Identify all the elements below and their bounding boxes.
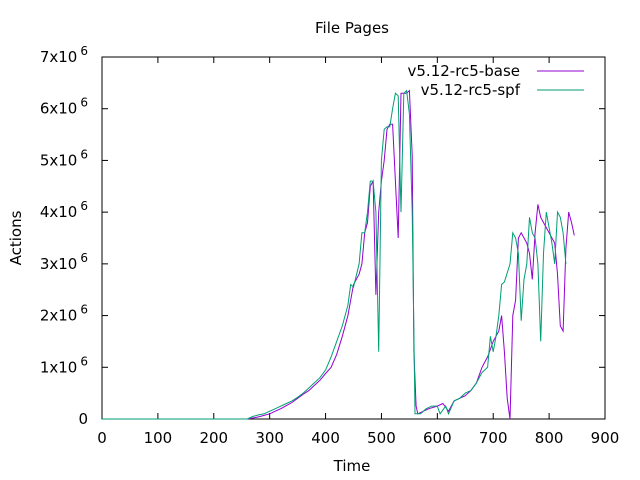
y-tick-mantissa: 6x10 — [40, 100, 78, 118]
y-tick-exponent: 6 — [80, 147, 88, 161]
y-tick-mantissa: 2x10 — [40, 307, 78, 325]
y-tick-mantissa: 7x10 — [40, 48, 78, 66]
y-tick-exponent: 6 — [80, 251, 88, 265]
y-tick-mantissa: 1x10 — [40, 358, 78, 376]
y-tick-label: 0 — [78, 410, 88, 428]
x-tick-label: 700 — [479, 429, 508, 447]
y-tick-label: 3x10 6 — [40, 251, 88, 273]
x-tick-label: 900 — [591, 429, 620, 447]
series-line-0 — [102, 89, 575, 420]
x-tick-label: 800 — [535, 429, 564, 447]
plot-frame — [101, 56, 606, 420]
x-tick-label: 300 — [255, 429, 284, 447]
x-tick-label: 600 — [423, 429, 452, 447]
series-layer — [102, 89, 575, 420]
legend-label: v5.12-rc5-base — [408, 62, 521, 80]
plot-border — [101, 56, 606, 420]
y-tick-label: 7x10 6 — [40, 44, 88, 66]
x-tick-label: 0 — [97, 429, 107, 447]
chart-title: File Pages — [315, 19, 389, 37]
x-tick-label: 400 — [311, 429, 340, 447]
x-tick-label: 100 — [144, 429, 173, 447]
series-line-1 — [102, 89, 567, 420]
x-axis-title: Time — [333, 457, 371, 475]
y-tick-exponent: 6 — [80, 44, 88, 58]
y-tick-exponent: 6 — [80, 354, 88, 368]
y-tick-mantissa: 3x10 — [40, 255, 78, 273]
y-tick-label: 1x10 6 — [40, 354, 88, 376]
x-tick-label: 500 — [367, 429, 396, 447]
y-axis-title: Actions — [7, 210, 25, 265]
y-tick-mantissa: 4x10 — [40, 203, 78, 221]
y-tick-label: 5x10 6 — [40, 147, 88, 169]
y-tick-label: 4x10 6 — [40, 199, 88, 221]
y-tick-label: 6x10 6 — [40, 96, 88, 118]
x-tick-label: 200 — [199, 429, 228, 447]
x-axis: 0 100 200 300 400 500 600 700 800 900 — [97, 57, 619, 447]
y-tick-exponent: 6 — [80, 303, 88, 317]
y-tick-mantissa: 5x10 — [40, 151, 78, 169]
y-tick-mantissa: 0 — [78, 410, 88, 428]
legend-label: v5.12-rc5-spf — [421, 81, 521, 99]
y-tick-label: 2x10 6 — [40, 303, 88, 325]
y-tick-exponent: 6 — [80, 96, 88, 110]
y-tick-exponent: 6 — [80, 199, 88, 213]
